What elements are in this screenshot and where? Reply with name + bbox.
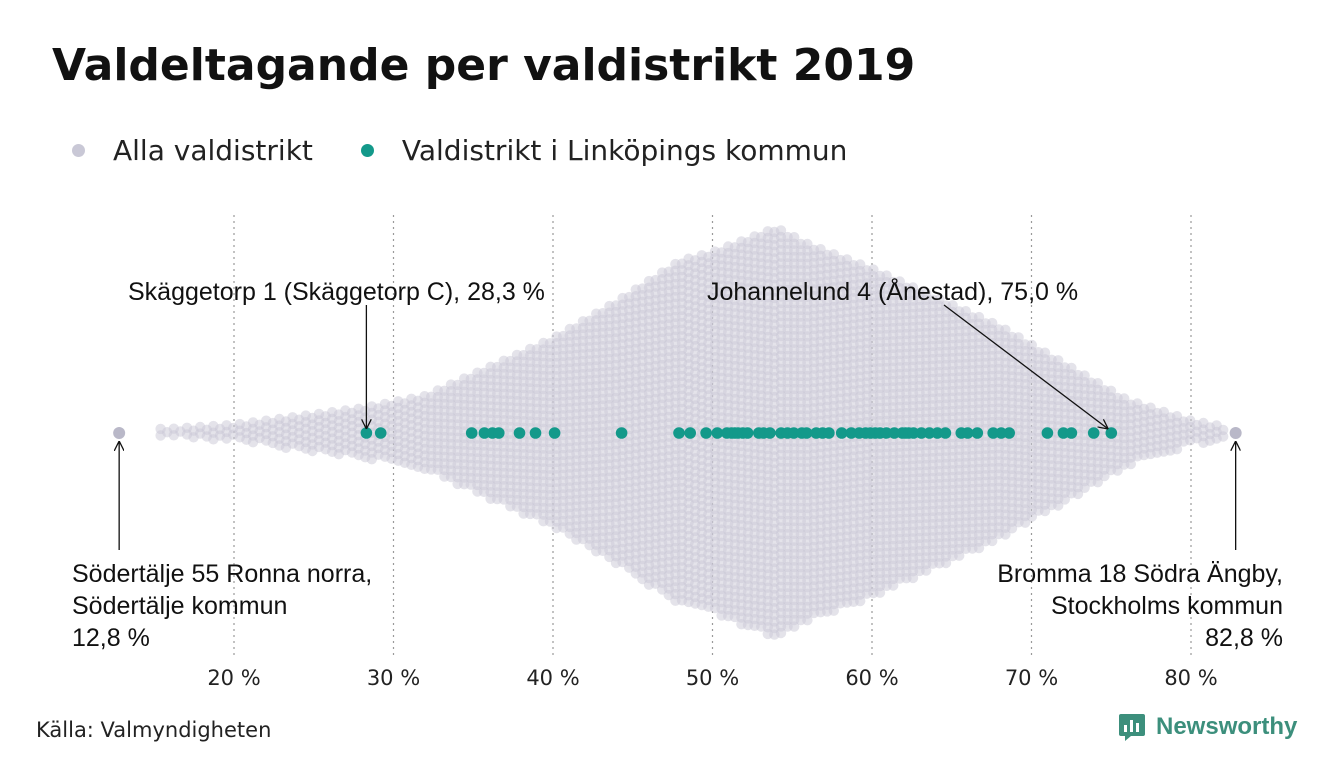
annotation-text-johannelund: Johannelund 4 (Ånestad), 75,0 % — [707, 276, 1078, 306]
linkoping-district-point — [1003, 427, 1015, 439]
newsworthy-logo-icon — [1119, 714, 1145, 741]
x-tick-label: 20 % — [207, 666, 260, 690]
x-tick-label: 60 % — [845, 666, 898, 690]
linkoping-district-point — [513, 427, 526, 439]
annotation-text-bromma: Stockholms kommun — [1051, 592, 1283, 620]
max-district-point — [1229, 427, 1242, 439]
linkoping-district-point — [764, 427, 776, 439]
annotation-text-sodertalje: 12,8 % — [72, 624, 150, 652]
linkoping-district-point — [700, 427, 712, 439]
linkoping-district-point — [465, 427, 478, 439]
linkoping-district-point — [1041, 427, 1054, 439]
annotation-text-skaggetorp: Skäggetorp 1 (Skäggetorp C), 28,3 % — [128, 278, 545, 306]
source-note: Källa: Valmyndigheten — [36, 718, 272, 742]
brand-name: Newsworthy — [1156, 713, 1298, 740]
linkoping-district-point — [529, 427, 542, 439]
linkoping-district-point — [1087, 427, 1100, 439]
annotation-text-bromma: 82,8 % — [1205, 624, 1283, 652]
linkoping-district-point — [971, 427, 984, 439]
annotation-text-sodertalje: Södertälje kommun — [72, 592, 287, 620]
linkoping-district-point — [1065, 427, 1078, 439]
all-district-point — [1218, 431, 1229, 442]
legend-item-all: Alla valdistrikt — [72, 134, 313, 167]
annotation-text-bromma: Bromma 18 Södra Ängby, — [997, 560, 1283, 588]
legend-label-all: Alla valdistrikt — [113, 133, 313, 167]
linkoping-district-point — [548, 427, 561, 439]
min-district-point — [113, 427, 126, 439]
x-tick-label: 40 % — [526, 666, 579, 690]
brand-logo: Newsworthy — [1118, 712, 1297, 742]
x-tick-label: 50 % — [686, 666, 739, 690]
legend-label-linkoping: Valdistrikt i Linköpings kommun — [401, 133, 848, 167]
linkoping-district-point — [823, 427, 835, 439]
linkoping-district-point — [741, 427, 754, 439]
x-tick-label: 30 % — [367, 666, 420, 690]
linkoping-district-point — [939, 427, 952, 439]
annotation-text-sodertalje: Södertälje 55 Ronna norra, — [72, 560, 372, 588]
linkoping-district-point — [374, 427, 387, 439]
x-tick-label: 80 % — [1164, 666, 1217, 690]
legend-marker-all — [72, 143, 85, 157]
legend-marker-linkoping — [360, 143, 374, 157]
linkoping-district-point — [493, 427, 505, 439]
x-tick-label: 70 % — [1005, 666, 1058, 690]
linkoping-district-point — [684, 427, 696, 439]
linkoping-district-point — [615, 427, 628, 439]
linkoping-district-point — [673, 427, 685, 439]
legend-item-linkoping: Valdistrikt i Linköpings kommun — [360, 133, 848, 167]
chart-title: Valdeltagande per valdistrikt 2019 — [52, 40, 916, 91]
legend: Alla valdistrikt Valdistrikt i Linköping… — [72, 130, 895, 170]
